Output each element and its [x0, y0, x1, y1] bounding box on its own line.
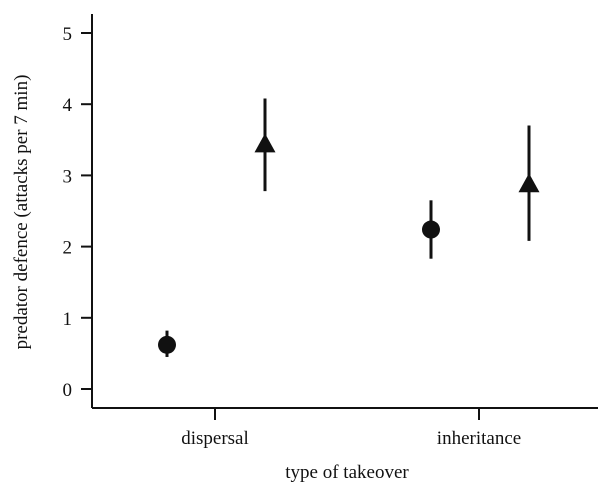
- y-tick-label: 4: [63, 95, 73, 116]
- circle-point: [422, 220, 440, 239]
- y-tick-label: 0: [63, 380, 73, 401]
- y-axis: 0 1 2 3 4 5: [63, 14, 93, 408]
- circle-point: [158, 335, 176, 354]
- x-tick-label: dispersal: [181, 428, 249, 449]
- y-axis-label: predator defence (attacks per 7 min): [11, 75, 32, 350]
- y-tick-label: 3: [63, 166, 73, 187]
- triangle-point: [254, 133, 276, 153]
- x-axis: dispersal inheritance: [92, 407, 598, 449]
- x-axis-label: type of takeover: [285, 462, 409, 483]
- y-tick-label: 5: [63, 24, 73, 45]
- triangle-point: [518, 173, 540, 193]
- chart-marks: [158, 98, 540, 357]
- y-tick-label: 1: [63, 309, 73, 330]
- x-tick-label: inheritance: [437, 428, 521, 449]
- y-tick-label: 2: [63, 238, 73, 259]
